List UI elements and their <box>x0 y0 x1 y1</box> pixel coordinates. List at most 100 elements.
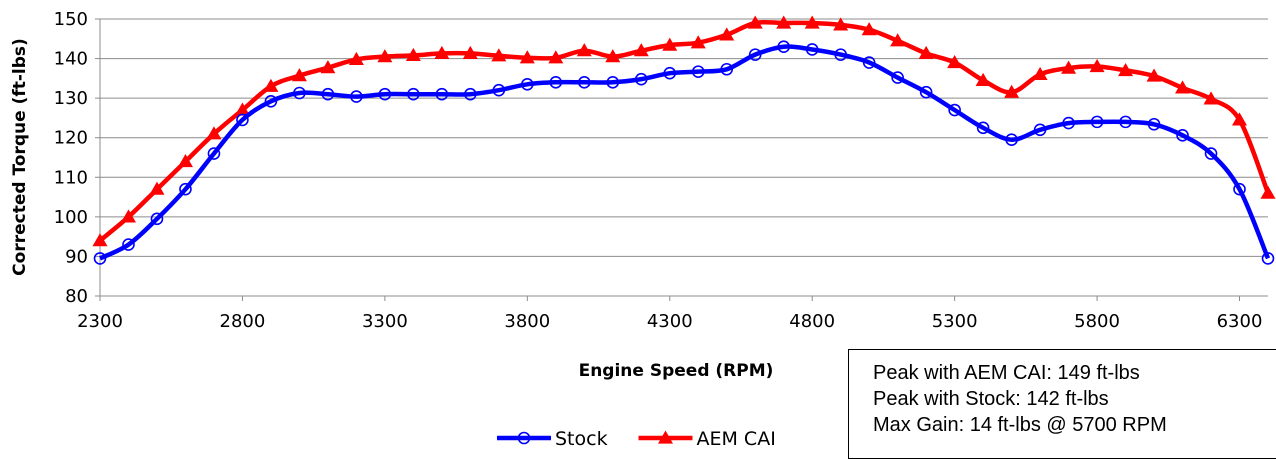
data-point-stock <box>1233 182 1246 196</box>
x-tick-label: 5800 <box>1074 311 1120 332</box>
series-stock <box>93 40 1275 265</box>
data-point-stock <box>919 85 933 99</box>
data-point-aem-cai <box>1032 66 1048 81</box>
data-point-aem-cai <box>918 45 934 60</box>
data-point-aem-cai <box>1146 68 1162 82</box>
y-axis-title: Corrected Torque (ft-lbs) <box>10 38 30 276</box>
data-point-aem-cai <box>291 68 307 82</box>
data-point-stock <box>464 87 477 101</box>
x-tick-label: 3300 <box>362 311 408 332</box>
data-point-aem-cai <box>605 49 621 63</box>
data-point-aem-cai <box>1004 84 1020 98</box>
data-point-aem-cai <box>975 72 991 86</box>
data-point-aem-cai <box>519 50 535 64</box>
data-point-stock <box>207 147 221 160</box>
data-point-aem-cai <box>548 50 564 64</box>
data-point-stock <box>179 182 192 196</box>
grid-lines <box>100 18 1268 257</box>
data-point-stock <box>236 113 249 127</box>
data-point-aem-cai <box>92 233 108 247</box>
data-point-stock <box>1176 129 1189 142</box>
data-point-stock <box>634 72 648 86</box>
data-point-aem-cai <box>747 15 763 29</box>
data-point-aem-cai <box>833 17 849 31</box>
data-point-stock <box>435 87 449 101</box>
annotation-peak-aem: Peak with AEM CAI: 149 ft-lbs <box>873 362 1140 384</box>
x-tick-label: 4800 <box>789 311 835 332</box>
data-point-stock <box>350 90 363 103</box>
legend-item-aem-cai: AEM CAI <box>638 428 776 450</box>
data-point-aem-cai <box>690 35 706 49</box>
data-point-stock <box>691 65 705 78</box>
data-point-aem-cai <box>1118 62 1134 77</box>
data-point-stock <box>948 103 961 117</box>
data-point-stock <box>492 83 506 97</box>
y-tick-label: 90 <box>65 246 88 267</box>
data-point-stock <box>862 56 876 69</box>
data-point-aem-cai <box>320 60 336 74</box>
legend-label-aem-cai: AEM CAI <box>697 428 776 450</box>
series-aem-cai <box>92 15 1276 247</box>
data-point-aem-cai <box>861 22 877 36</box>
data-point-aem-cai <box>434 45 450 60</box>
data-point-aem-cai <box>633 43 649 57</box>
y-tick-label: 110 <box>54 167 88 188</box>
data-point-stock <box>150 212 164 226</box>
data-point-stock <box>1005 133 1018 146</box>
data-point-aem-cai <box>1175 80 1191 94</box>
y-tick-labels: 80 90 100 110 120 130 140 150 <box>54 9 100 307</box>
data-point-stock <box>521 77 534 91</box>
data-point-aem-cai <box>405 47 421 62</box>
legend-marker-aem-cai <box>658 430 673 444</box>
y-tick-label: 140 <box>54 49 88 70</box>
data-point-aem-cai <box>1232 112 1248 126</box>
data-point-aem-cai <box>377 49 393 63</box>
data-point-stock <box>1090 115 1104 129</box>
data-point-stock <box>976 121 990 135</box>
y-tick-label: 80 <box>65 286 88 307</box>
data-point-aem-cai <box>1203 91 1219 105</box>
axes <box>99 19 1268 297</box>
y-tick-label: 100 <box>54 207 88 228</box>
data-point-stock <box>407 87 420 101</box>
data-point-stock <box>577 76 591 89</box>
series-line-stock <box>99 44 1271 261</box>
data-point-aem-cai <box>804 15 820 29</box>
x-tick-labels: 2300 2800 3300 3800 4300 4800 5300 5800 6300 <box>77 296 1262 332</box>
data-point-stock <box>663 66 677 80</box>
data-point-stock <box>777 40 791 54</box>
data-point-stock <box>1119 115 1132 129</box>
data-point-stock <box>748 48 762 61</box>
data-point-aem-cai <box>1089 58 1105 73</box>
data-point-stock <box>264 95 278 108</box>
data-point-stock <box>549 76 563 89</box>
data-point-aem-cai <box>719 27 735 41</box>
data-point-aem-cai <box>890 33 906 47</box>
data-point-aem-cai <box>177 153 193 168</box>
legend: Stock AEM CAI <box>497 428 776 450</box>
data-point-stock <box>1033 123 1047 137</box>
annotation-max-gain: Max Gain: 14 ft-lbs @ 5700 RPM <box>873 414 1167 436</box>
data-point-aem-cai <box>576 43 592 57</box>
y-tick-label: 130 <box>54 88 88 109</box>
data-point-stock <box>606 76 620 89</box>
x-tick-label: 4300 <box>647 311 693 332</box>
data-point-stock <box>834 48 847 61</box>
data-point-stock <box>1261 252 1275 265</box>
data-point-aem-cai <box>462 45 478 60</box>
data-point-stock <box>321 87 335 101</box>
data-point-stock <box>293 86 306 100</box>
data-point-aem-cai <box>149 181 165 195</box>
series-line-aem-cai <box>98 19 1271 243</box>
data-point-aem-cai <box>263 78 279 92</box>
data-point-aem-cai <box>947 55 963 69</box>
data-point-aem-cai <box>662 37 678 51</box>
data-point-stock <box>378 87 392 101</box>
legend-marker-stock <box>517 431 531 445</box>
data-point-stock <box>805 43 819 56</box>
annotation-peak-stock: Peak with Stock: 142 ft-lbs <box>873 388 1109 410</box>
legend-item-stock: Stock <box>497 428 608 450</box>
data-point-aem-cai <box>234 102 250 116</box>
legend-label-stock: Stock <box>555 428 608 450</box>
